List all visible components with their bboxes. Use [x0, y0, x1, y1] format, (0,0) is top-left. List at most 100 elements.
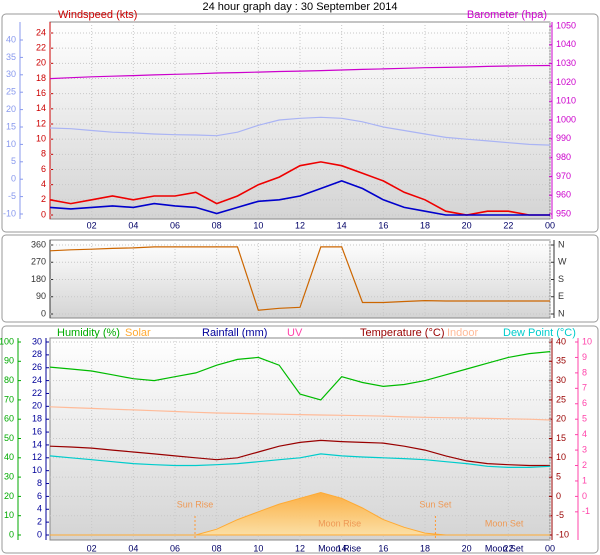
tick-label: 1 — [582, 475, 587, 485]
tick-label: 24 — [36, 27, 46, 37]
tick-label: 14 — [32, 439, 42, 449]
annotation: Sun Rise — [177, 499, 214, 509]
tick-label: 10 — [36, 134, 46, 144]
line — [49, 246, 550, 311]
x-tick-label: 16 — [378, 220, 388, 230]
tick-label: 35 — [556, 356, 566, 366]
tick-label: 40 — [556, 336, 566, 346]
tick-label: 16 — [36, 88, 46, 98]
tick-label: 10 — [6, 139, 16, 149]
tick-label: 35 — [6, 52, 16, 62]
axis-annotation: Moon Rise — [318, 543, 361, 553]
tick-label: 1030 — [556, 58, 576, 68]
tick-label: W — [558, 257, 567, 267]
tick-label: 0 — [556, 491, 561, 501]
tick-label: 0 — [582, 491, 587, 501]
x-tick-label: 12 — [295, 543, 305, 553]
tick-label: 25 — [6, 87, 16, 97]
tick-label: 960 — [556, 190, 571, 200]
x-tick-label: 12 — [295, 220, 305, 230]
tick-label: -10 — [3, 208, 16, 218]
tick-label: 8 — [582, 367, 587, 377]
tick-label: 10 — [4, 510, 14, 520]
tick-label: 20 — [36, 58, 46, 68]
tick-label: 20 — [32, 401, 42, 411]
tick-label: 10 — [556, 452, 566, 462]
tick-label: 180 — [31, 274, 46, 284]
tick-label: 22 — [36, 43, 46, 53]
axis-title: Humidity (%) — [57, 327, 120, 339]
tick-label: 8 — [41, 149, 46, 159]
tick-label: 12 — [32, 452, 42, 462]
x-tick-label: 02 — [87, 543, 97, 553]
tick-label: -1 — [582, 506, 590, 516]
tick-label: 26 — [32, 362, 42, 372]
x-tick-label: 20 — [462, 220, 472, 230]
tick-label: 0 — [41, 308, 46, 318]
tick-label: 950 — [556, 208, 571, 218]
tick-label: 16 — [32, 426, 42, 436]
tick-label: 360 — [31, 239, 46, 249]
tick-label: 1020 — [556, 77, 576, 87]
tick-label: 6 — [37, 491, 42, 501]
tick-label: 7 — [582, 383, 587, 393]
tick-label: 10 — [32, 465, 42, 475]
tick-label: S — [558, 274, 564, 284]
x-tick-label: 10 — [253, 220, 263, 230]
plot-area — [49, 21, 551, 220]
tick-label: 2 — [37, 517, 42, 527]
x-tick-label: 14 — [337, 220, 347, 230]
tick-label: 970 — [556, 171, 571, 181]
tick-label: E — [558, 291, 564, 301]
tick-label: -5 — [556, 510, 564, 520]
tick-label: 4 — [41, 179, 46, 189]
line — [49, 180, 550, 216]
tick-label: 15 — [556, 433, 566, 443]
x-tick-label: 00 — [545, 543, 555, 553]
tick-label: 14 — [36, 103, 46, 113]
x-tick-label: 08 — [212, 220, 222, 230]
tick-label: 9 — [582, 352, 587, 362]
line — [49, 439, 550, 467]
tick-label: 22 — [32, 388, 42, 398]
tick-label: 4 — [582, 429, 587, 439]
line — [49, 351, 551, 401]
axis-title: Windspeed (kts) — [58, 9, 137, 21]
x-tick-label: 02 — [87, 220, 97, 230]
x-tick-label: 22 — [503, 543, 513, 553]
tick-label: 980 — [556, 152, 571, 162]
tick-label: 24 — [32, 375, 42, 385]
x-tick-label: 04 — [128, 543, 138, 553]
tick-label: 2 — [582, 460, 587, 470]
tick-label: 8 — [37, 478, 42, 488]
axis-annotation: Moon Set — [485, 543, 524, 553]
line — [49, 64, 551, 80]
tick-label: 3 — [582, 444, 587, 454]
tick-label: 28 — [32, 349, 42, 359]
tick-label: 0 — [11, 174, 16, 184]
tick-label: 6 — [41, 164, 46, 174]
tick-label: 30 — [32, 336, 42, 346]
x-tick-label: 18 — [420, 543, 430, 553]
tick-label: 70 — [4, 394, 14, 404]
tick-label: 20 — [6, 104, 16, 114]
tick-label: 0 — [41, 209, 46, 219]
x-tick-label: 10 — [253, 543, 263, 553]
annotation: Moon Set — [485, 518, 524, 528]
tick-label: 5 — [582, 414, 587, 424]
tick-label: 6 — [582, 398, 587, 408]
tick-label: 30 — [6, 69, 16, 79]
annotation: Moon Rise — [318, 518, 361, 528]
tick-label: 90 — [4, 356, 14, 366]
tick-label: 30 — [556, 375, 566, 385]
tick-label: 100 — [0, 336, 14, 346]
tick-label: 40 — [6, 34, 16, 44]
x-tick-label: 08 — [212, 543, 222, 553]
line — [49, 406, 551, 421]
axis-title: Barometer (hpa) — [467, 9, 547, 21]
axis-title: Rainfall (mm) — [202, 327, 267, 339]
axis-title: Indoor — [447, 327, 479, 339]
tick-label: 1040 — [556, 39, 576, 49]
tick-label: 30 — [4, 471, 14, 481]
